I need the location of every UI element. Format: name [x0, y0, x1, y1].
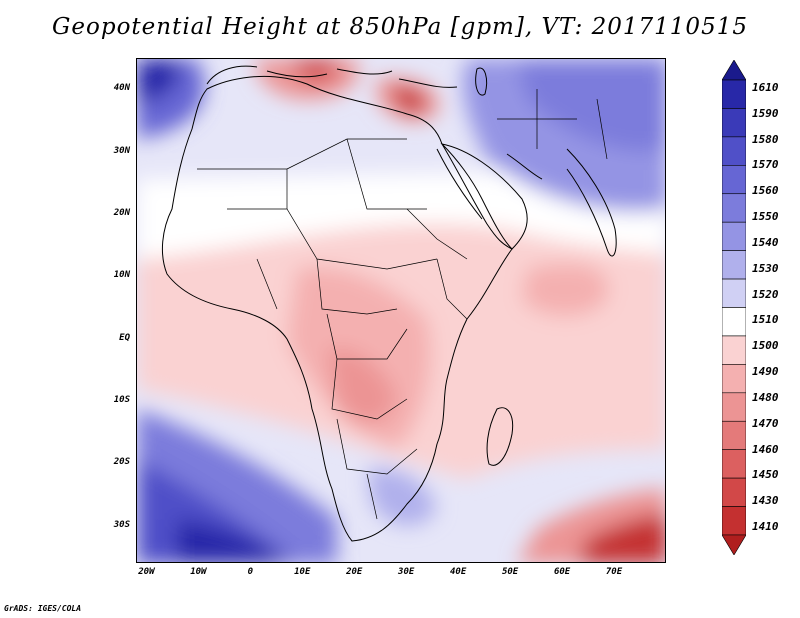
colorbar-segment: [722, 506, 746, 536]
latitude-tick-label: 20S: [113, 457, 130, 468]
height-field-shading: [137, 59, 665, 562]
colorbar-segment: [722, 449, 746, 479]
colorbar-segment: [722, 165, 746, 195]
colorbar-level-label: 1590: [752, 106, 779, 120]
colorbar-level-label: 1570: [752, 158, 779, 172]
colorbar-level-label: 1580: [752, 132, 779, 146]
colorbar-level-label: 1510: [752, 313, 779, 327]
colorbar-segment: [722, 136, 746, 166]
grads-credit: GrADS: IGES/COLA: [4, 604, 82, 613]
coastlines: [162, 65, 617, 542]
colorbar-level-label: 1560: [752, 184, 779, 198]
colorbar-segment: [722, 79, 746, 109]
latitude-tick-label: 20N: [113, 207, 130, 218]
chart-title: Geopotential Height at 850hPa [gpm], VT:…: [52, 14, 748, 40]
colorbar-segment: [722, 278, 746, 308]
latitude-tick-label: 30N: [113, 145, 130, 156]
latitude-tick-label: EQ: [119, 332, 130, 343]
longitude-tick-label: 40E: [450, 567, 467, 577]
colorbar-level-label: 1430: [752, 494, 779, 508]
colorbar-level-label: 1550: [752, 210, 779, 224]
colorbar-level-label: 1470: [752, 416, 779, 430]
colorbar-segment: [722, 392, 746, 422]
longitude-tick-label: 70E: [605, 567, 623, 577]
longitude-tick-label: 60E: [553, 567, 571, 577]
colorbar-top-arrow: [722, 60, 746, 81]
colorbar-level-label: 1520: [752, 287, 779, 301]
colorbar-level-label: 1450: [752, 468, 779, 482]
colorbar-level-label: 1490: [752, 365, 779, 379]
map-field: [137, 59, 665, 562]
map-panel: [136, 58, 666, 563]
colorbar-segment: [722, 221, 746, 251]
colorbar-segment: [722, 477, 746, 507]
latitude-tick-label: 10S: [113, 394, 130, 405]
colorbar-segment: [722, 307, 746, 337]
colorbar: [722, 60, 746, 555]
latitude-tick-label: 30S: [113, 519, 130, 530]
colorbar-level-label: 1610: [752, 81, 779, 94]
colorbar-bottom-arrow: [722, 534, 746, 555]
longitude-tick-label: 0: [247, 567, 254, 577]
colorbar-segment: [722, 193, 746, 223]
colorbar-level-label: 1460: [752, 442, 779, 456]
colorbar-segment: [722, 364, 746, 394]
latitude-tick-label: 40N: [113, 83, 130, 94]
longitude-tick-label: 50E: [501, 567, 519, 577]
longitude-tick-label: 20E: [346, 567, 363, 577]
colorbar-level-label: 1530: [752, 261, 779, 275]
latitude-tick-label: 10N: [113, 270, 130, 281]
colorbar-segment: [722, 335, 746, 365]
colorbar-level-label: 1410: [752, 520, 779, 533]
colorbar-segment: [722, 108, 746, 138]
colorbar-segment: [722, 420, 746, 450]
longitude-tick-label: 10W: [190, 567, 207, 577]
country-borders: [197, 89, 608, 520]
longitude-tick-label: 20W: [138, 567, 155, 577]
colorbar-level-label: 1540: [752, 235, 779, 249]
colorbar-level-label: 1480: [752, 390, 779, 404]
colorbar-level-label: 1500: [752, 339, 779, 353]
longitude-tick-label: 10E: [294, 567, 311, 577]
longitude-tick-label: 30E: [398, 567, 415, 577]
colorbar-segment: [722, 250, 746, 280]
